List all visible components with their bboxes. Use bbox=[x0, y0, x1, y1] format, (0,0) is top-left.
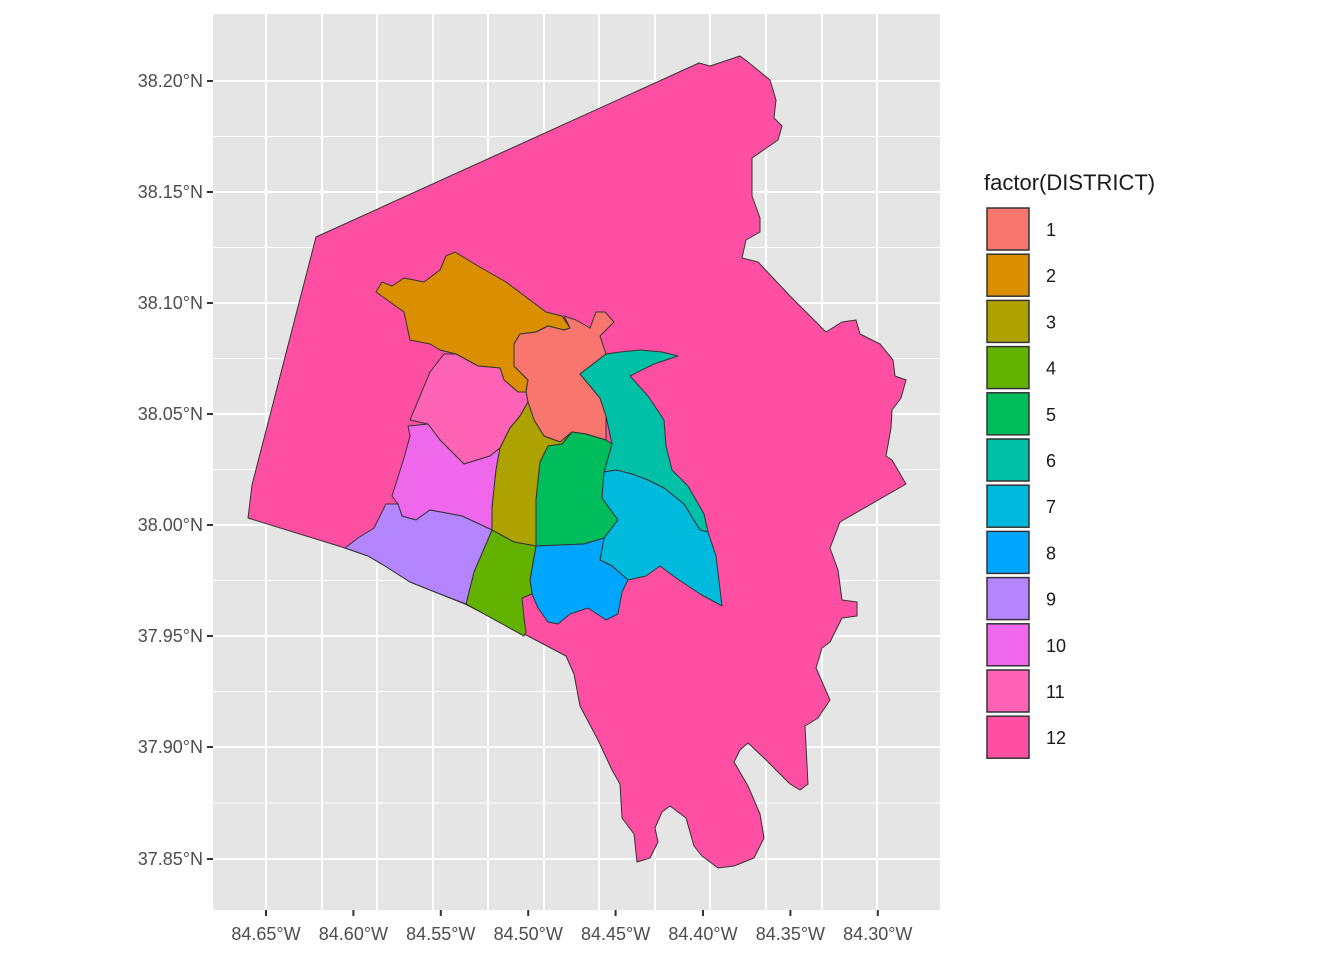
y-axis: 38.20°N 38.15°N 38.10°N 38.05°N 38.00°N 37.95… bbox=[138, 71, 213, 869]
y-tick-label: 38.00°N bbox=[138, 515, 203, 535]
x-tick-label: 84.45°W bbox=[581, 924, 650, 944]
legend-label-2: 2 bbox=[1046, 266, 1056, 286]
y-tick-label: 38.10°N bbox=[138, 293, 203, 313]
legend-label-5: 5 bbox=[1046, 405, 1056, 425]
legend-swatch-12 bbox=[986, 715, 1030, 759]
y-tick-label: 37.85°N bbox=[138, 849, 203, 869]
legend-title: factor(DISTRICT) bbox=[984, 170, 1155, 195]
x-tick-label: 84.40°W bbox=[668, 924, 737, 944]
legend-label-6: 6 bbox=[1046, 451, 1056, 471]
legend-swatch-9 bbox=[986, 576, 1030, 621]
legend-label-7: 7 bbox=[1046, 497, 1056, 517]
legend-swatch-11 bbox=[986, 669, 1030, 713]
x-tick-label: 84.50°W bbox=[494, 924, 563, 944]
legend-label-9: 9 bbox=[1046, 590, 1056, 610]
y-tick-label: 37.90°N bbox=[138, 737, 203, 757]
legend-swatch-4 bbox=[986, 345, 1030, 390]
y-tick-label: 38.20°N bbox=[138, 71, 203, 91]
legend-label-3: 3 bbox=[1046, 312, 1056, 332]
legend-swatch-3 bbox=[986, 299, 1030, 344]
y-tick-label: 38.05°N bbox=[138, 404, 203, 424]
y-tick-label: 38.15°N bbox=[138, 182, 203, 202]
legend-label-4: 4 bbox=[1046, 359, 1056, 379]
y-tick-label: 37.95°N bbox=[138, 626, 203, 646]
legend-label-8: 8 bbox=[1046, 543, 1056, 563]
legend-swatch-6 bbox=[986, 438, 1030, 482]
x-axis: 84.65°W 84.60°W 84.55°W 84.50°W 84.45°W 84.40… bbox=[231, 910, 912, 944]
district-polygons bbox=[247, 55, 907, 869]
x-tick-label: 84.60°W bbox=[319, 924, 388, 944]
legend-label-10: 10 bbox=[1046, 636, 1066, 656]
legend-label-11: 11 bbox=[1046, 682, 1065, 702]
district-8-region[interactable] bbox=[529, 537, 629, 625]
legend-swatch-5 bbox=[986, 392, 1030, 436]
x-tick-label: 84.55°W bbox=[406, 924, 475, 944]
x-tick-label: 84.30°W bbox=[843, 924, 912, 944]
legend-label-1: 1 bbox=[1046, 220, 1056, 240]
legend-swatch-1 bbox=[986, 207, 1030, 251]
x-tick-label: 84.35°W bbox=[756, 924, 825, 944]
district-9-region[interactable] bbox=[344, 503, 493, 605]
legend-swatch-2 bbox=[986, 253, 1030, 297]
x-tick-label: 84.65°W bbox=[231, 924, 300, 944]
legend-swatch-7 bbox=[986, 484, 1030, 528]
legend-swatch-10 bbox=[986, 623, 1030, 667]
legend-swatch-8 bbox=[986, 530, 1030, 575]
legend-label-12: 12 bbox=[1046, 728, 1066, 748]
